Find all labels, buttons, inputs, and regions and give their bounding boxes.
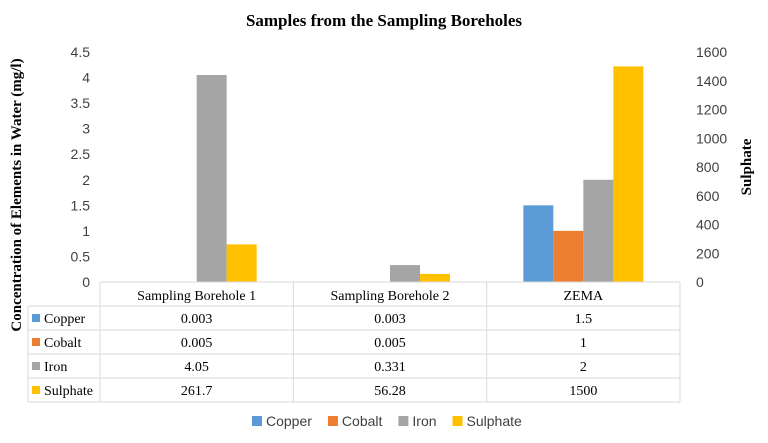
y-axis-title: Concentration of Elements in Water (mg/l… bbox=[9, 58, 25, 331]
legend-swatch bbox=[398, 416, 409, 426]
category-label: Sampling Borehole 2 bbox=[331, 289, 450, 304]
y-tick-label: 3 bbox=[82, 121, 90, 137]
table-cell: 1500 bbox=[569, 384, 597, 399]
legend-label: Iron bbox=[412, 413, 436, 429]
table-series-label: Sulphate bbox=[44, 384, 93, 399]
table-cell: 261.7 bbox=[181, 384, 213, 399]
table-series-label: Iron bbox=[44, 360, 67, 375]
table-cell: 2 bbox=[580, 360, 587, 375]
table-cell: 0.005 bbox=[374, 336, 406, 351]
legend-label: Copper bbox=[266, 413, 312, 429]
legend-swatch bbox=[452, 416, 463, 426]
bar-sulphate-zema bbox=[613, 66, 644, 282]
table-cell: 1 bbox=[580, 336, 587, 351]
y-tick-label: 2.5 bbox=[71, 146, 91, 162]
table-cell: 56.28 bbox=[374, 384, 406, 399]
y-tick-label: 0.5 bbox=[71, 248, 91, 264]
category-label: ZEMA bbox=[563, 289, 604, 304]
bar-iron-sampling-borehole-2 bbox=[390, 265, 420, 282]
y-tick-label: 3.5 bbox=[71, 95, 91, 111]
table-cell: 4.05 bbox=[184, 360, 209, 375]
y2-tick-label: 1400 bbox=[696, 73, 727, 89]
table-series-label: Copper bbox=[44, 312, 86, 327]
y2-tick-label: 1600 bbox=[696, 44, 727, 60]
table-cell: 0.003 bbox=[181, 312, 213, 327]
legend-swatch bbox=[252, 416, 262, 426]
y2-axis-title: Sulphate bbox=[739, 138, 755, 195]
y-tick-label: 1 bbox=[82, 223, 90, 239]
y2-tick-label: 1200 bbox=[696, 102, 727, 118]
y2-tick-label: 1000 bbox=[696, 130, 727, 146]
bar-cobalt-zema bbox=[553, 230, 584, 282]
bar-iron-zema bbox=[583, 179, 614, 282]
y-tick-label: 4 bbox=[82, 70, 90, 86]
table-series-label: Cobalt bbox=[44, 336, 81, 351]
y2-tick-label: 0 bbox=[696, 274, 704, 290]
category-label: Sampling Borehole 1 bbox=[137, 289, 256, 304]
chart-title: Samples from the Sampling Boreholes bbox=[246, 11, 522, 30]
y-tick-label: 4.5 bbox=[71, 44, 91, 60]
table-cell: 0.003 bbox=[374, 312, 406, 327]
table-cell: 0.331 bbox=[374, 360, 406, 375]
legend-label: Sulphate bbox=[467, 413, 522, 429]
y-tick-label: 2 bbox=[82, 172, 90, 188]
bar-iron-sampling-borehole-1 bbox=[196, 75, 227, 282]
y2-tick-label: 800 bbox=[696, 159, 720, 175]
y2-tick-label: 200 bbox=[696, 245, 720, 261]
bar-sulphate-sampling-borehole-2 bbox=[420, 273, 450, 282]
table-legend-key bbox=[32, 362, 40, 370]
legend-swatch bbox=[327, 416, 338, 426]
table-cell: 1.5 bbox=[575, 312, 593, 327]
table-legend-key bbox=[32, 338, 40, 346]
y-tick-label: 0 bbox=[82, 274, 90, 290]
table-cell: 0.005 bbox=[181, 336, 213, 351]
legend-label: Cobalt bbox=[342, 413, 383, 429]
bar-copper-zema bbox=[523, 205, 554, 282]
table-legend-key bbox=[32, 386, 40, 394]
y-tick-label: 1.5 bbox=[71, 197, 91, 213]
y2-tick-label: 600 bbox=[696, 188, 720, 204]
table-legend-key bbox=[32, 314, 40, 322]
bar-sulphate-sampling-borehole-1 bbox=[226, 244, 257, 282]
y2-tick-label: 400 bbox=[696, 217, 720, 233]
